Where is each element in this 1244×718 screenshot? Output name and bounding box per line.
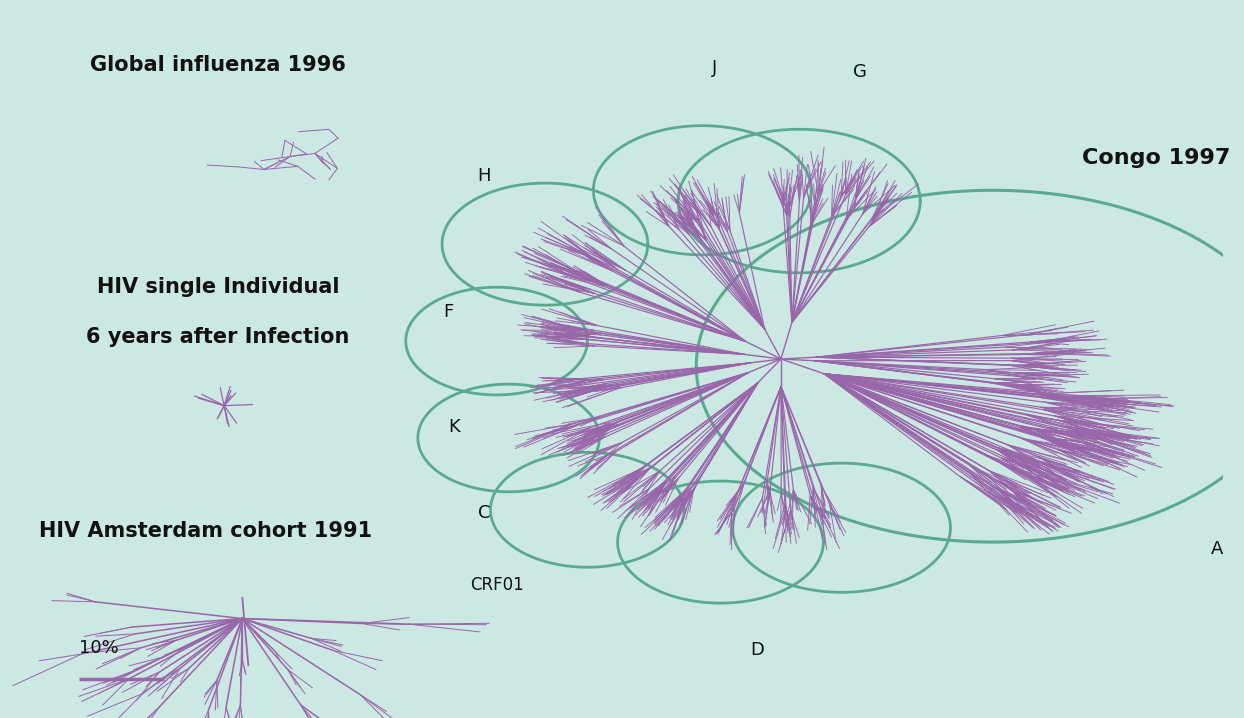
- Text: H: H: [478, 167, 491, 185]
- Text: D: D: [750, 640, 764, 659]
- Text: A: A: [1210, 540, 1223, 559]
- Text: F: F: [443, 303, 453, 322]
- Text: J: J: [712, 59, 717, 78]
- Text: Global influenza 1996: Global influenza 1996: [90, 55, 346, 75]
- Text: HIV single Individual: HIV single Individual: [97, 277, 340, 297]
- Text: G: G: [852, 62, 867, 81]
- Text: 6 years after Infection: 6 years after Infection: [86, 327, 350, 348]
- Text: 10%: 10%: [78, 639, 118, 657]
- Text: HIV Amsterdam cohort 1991: HIV Amsterdam cohort 1991: [40, 521, 372, 541]
- Text: CRF01: CRF01: [470, 576, 524, 595]
- Text: Congo 1997: Congo 1997: [1082, 148, 1230, 168]
- Text: C: C: [478, 504, 490, 523]
- Text: K: K: [448, 418, 460, 437]
